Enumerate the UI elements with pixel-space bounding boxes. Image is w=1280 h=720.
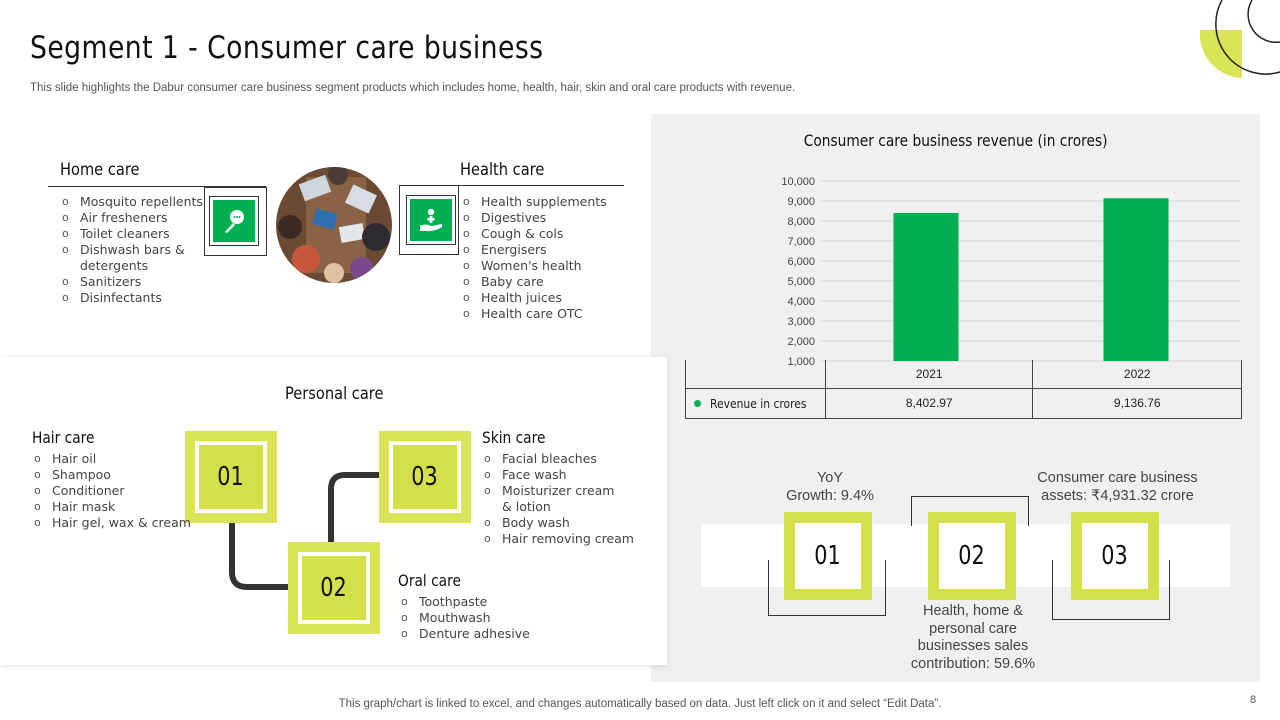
- home-care-icon-frame: [204, 187, 267, 256]
- y-tick-label: 3,000: [787, 316, 815, 328]
- bar-2022: [1103, 198, 1169, 361]
- sales-contribution-stat: Health, home & personal care businesses s…: [910, 603, 1036, 672]
- y-tick-label: 7,000: [787, 236, 815, 248]
- stat-connector-3: [1052, 560, 1170, 620]
- list-item: Disinfectants: [60, 290, 203, 306]
- stat-step-3: 03: [1071, 512, 1159, 600]
- list-item: Hair mask: [32, 499, 191, 515]
- yoy-growth-stat: YoY Growth: 9.4%: [786, 470, 874, 504]
- home-care-icon-box: [209, 196, 259, 246]
- personal-step-2: 02: [288, 542, 380, 634]
- footer-note: This graph/chart is linked to excel, and…: [338, 698, 942, 710]
- spray-bottle-icon: [225, 210, 244, 233]
- list-item: Digestives: [461, 210, 607, 226]
- home-care-heading: Home care: [60, 160, 140, 180]
- list-item: Face wash: [482, 467, 634, 483]
- page-title: Segment 1 - Consumer care business: [30, 30, 544, 66]
- y-tick-label: 6,000: [787, 256, 815, 268]
- chart-data-table: 2021 2022 Revenue in crores 8,402.97 9,1…: [685, 360, 1242, 419]
- skin-care-heading: Skin care: [482, 428, 546, 447]
- list-item: Facial bleaches: [482, 451, 634, 467]
- health-hand-icon: [420, 208, 442, 232]
- personal-step-1: 01: [185, 431, 277, 523]
- list-item: Mouthwash: [399, 610, 530, 626]
- oral-care-heading: Oral care: [398, 571, 461, 590]
- oral-care-list: Toothpaste Mouthwash Denture adhesive: [399, 594, 530, 642]
- list-item: Toothpaste: [399, 594, 530, 610]
- y-tick-label: 9,000: [787, 196, 815, 208]
- personal-care-heading: Personal care: [285, 384, 384, 404]
- list-item: Denture adhesive: [399, 626, 530, 642]
- y-tick-label: 4,000: [787, 296, 815, 308]
- data-label: 8,402.97: [824, 387, 1034, 419]
- list-item: Hair removing cream: [482, 531, 634, 547]
- list-item: Baby care: [461, 274, 607, 290]
- bar-2021: [893, 212, 959, 361]
- page-number: 8: [1250, 694, 1257, 706]
- page-subtitle: This slide highlights the Dabur consumer…: [30, 82, 796, 94]
- list-item: Cough & cols: [461, 226, 607, 242]
- legend-marker: [694, 399, 701, 407]
- chart-title: Consumer care business revenue (in crore…: [803, 131, 1108, 150]
- stat-connector-2: [911, 496, 1029, 526]
- list-item: Toilet cleaners: [60, 226, 203, 242]
- list-item: Shampoo: [32, 467, 191, 483]
- list-item: Sanitizers: [60, 274, 203, 290]
- list-item: Moisturizer cream: [482, 483, 634, 499]
- list-item: Women's health: [461, 258, 607, 274]
- list-item: Dishwash bars &: [60, 242, 203, 258]
- y-tick-label: 10,000: [781, 176, 815, 188]
- y-tick-label: 5,000: [787, 276, 815, 288]
- list-item: & lotion: [502, 499, 551, 514]
- assets-stat: Consumer care business assets: ₹4,931.32 …: [1037, 470, 1198, 504]
- series-legend: Revenue in crores: [685, 387, 826, 419]
- list-item: Mosquito repellents: [60, 194, 203, 210]
- health-care-icon-frame: [399, 185, 459, 255]
- y-tick-label: 8,000: [787, 216, 815, 228]
- list-item: Energisers: [461, 242, 607, 258]
- team-meeting-photo: [276, 167, 392, 283]
- stat-connector-1: [768, 560, 886, 616]
- hair-care-list: Hair oil Shampoo Conditioner Hair mask H…: [32, 451, 191, 531]
- stat-step-2: 02: [928, 512, 1016, 600]
- list-item: Health juices: [461, 290, 607, 306]
- category-label: 2021: [824, 360, 1034, 389]
- list-item: Body wash: [482, 515, 634, 531]
- personal-step-3: 03: [379, 431, 471, 523]
- data-label: 9,136.76: [1032, 387, 1242, 419]
- list-item: Health supplements: [461, 194, 607, 210]
- corner-decoration-icon: [1199, 0, 1280, 78]
- home-care-list: Mosquito repellents Air fresheners Toile…: [60, 194, 203, 306]
- revenue-bar-chart: 1,0002,0003,0004,0005,0006,0007,0008,000…: [781, 176, 1241, 368]
- hair-care-heading: Hair care: [32, 428, 95, 447]
- step-connector-path: [229, 472, 380, 590]
- stat-step-1: 01: [784, 512, 872, 600]
- health-care-heading: Health care: [460, 160, 545, 180]
- health-care-list: Health supplements Digestives Cough & co…: [461, 194, 607, 322]
- list-item: Health care OTC: [461, 306, 607, 322]
- home-care-divider: [48, 186, 266, 187]
- list-item: Air fresheners: [60, 210, 203, 226]
- list-item: detergents: [80, 258, 149, 273]
- skin-care-list: Facial bleaches Face wash Moisturizer cr…: [482, 451, 634, 547]
- list-item: Hair gel, wax & cream: [32, 515, 191, 531]
- health-care-divider: [401, 185, 624, 186]
- category-label: 2022: [1032, 360, 1242, 389]
- y-tick-label: 2,000: [787, 336, 815, 348]
- list-item: Hair oil: [32, 451, 191, 467]
- list-item: Conditioner: [32, 483, 191, 499]
- health-care-icon-box: [406, 195, 456, 245]
